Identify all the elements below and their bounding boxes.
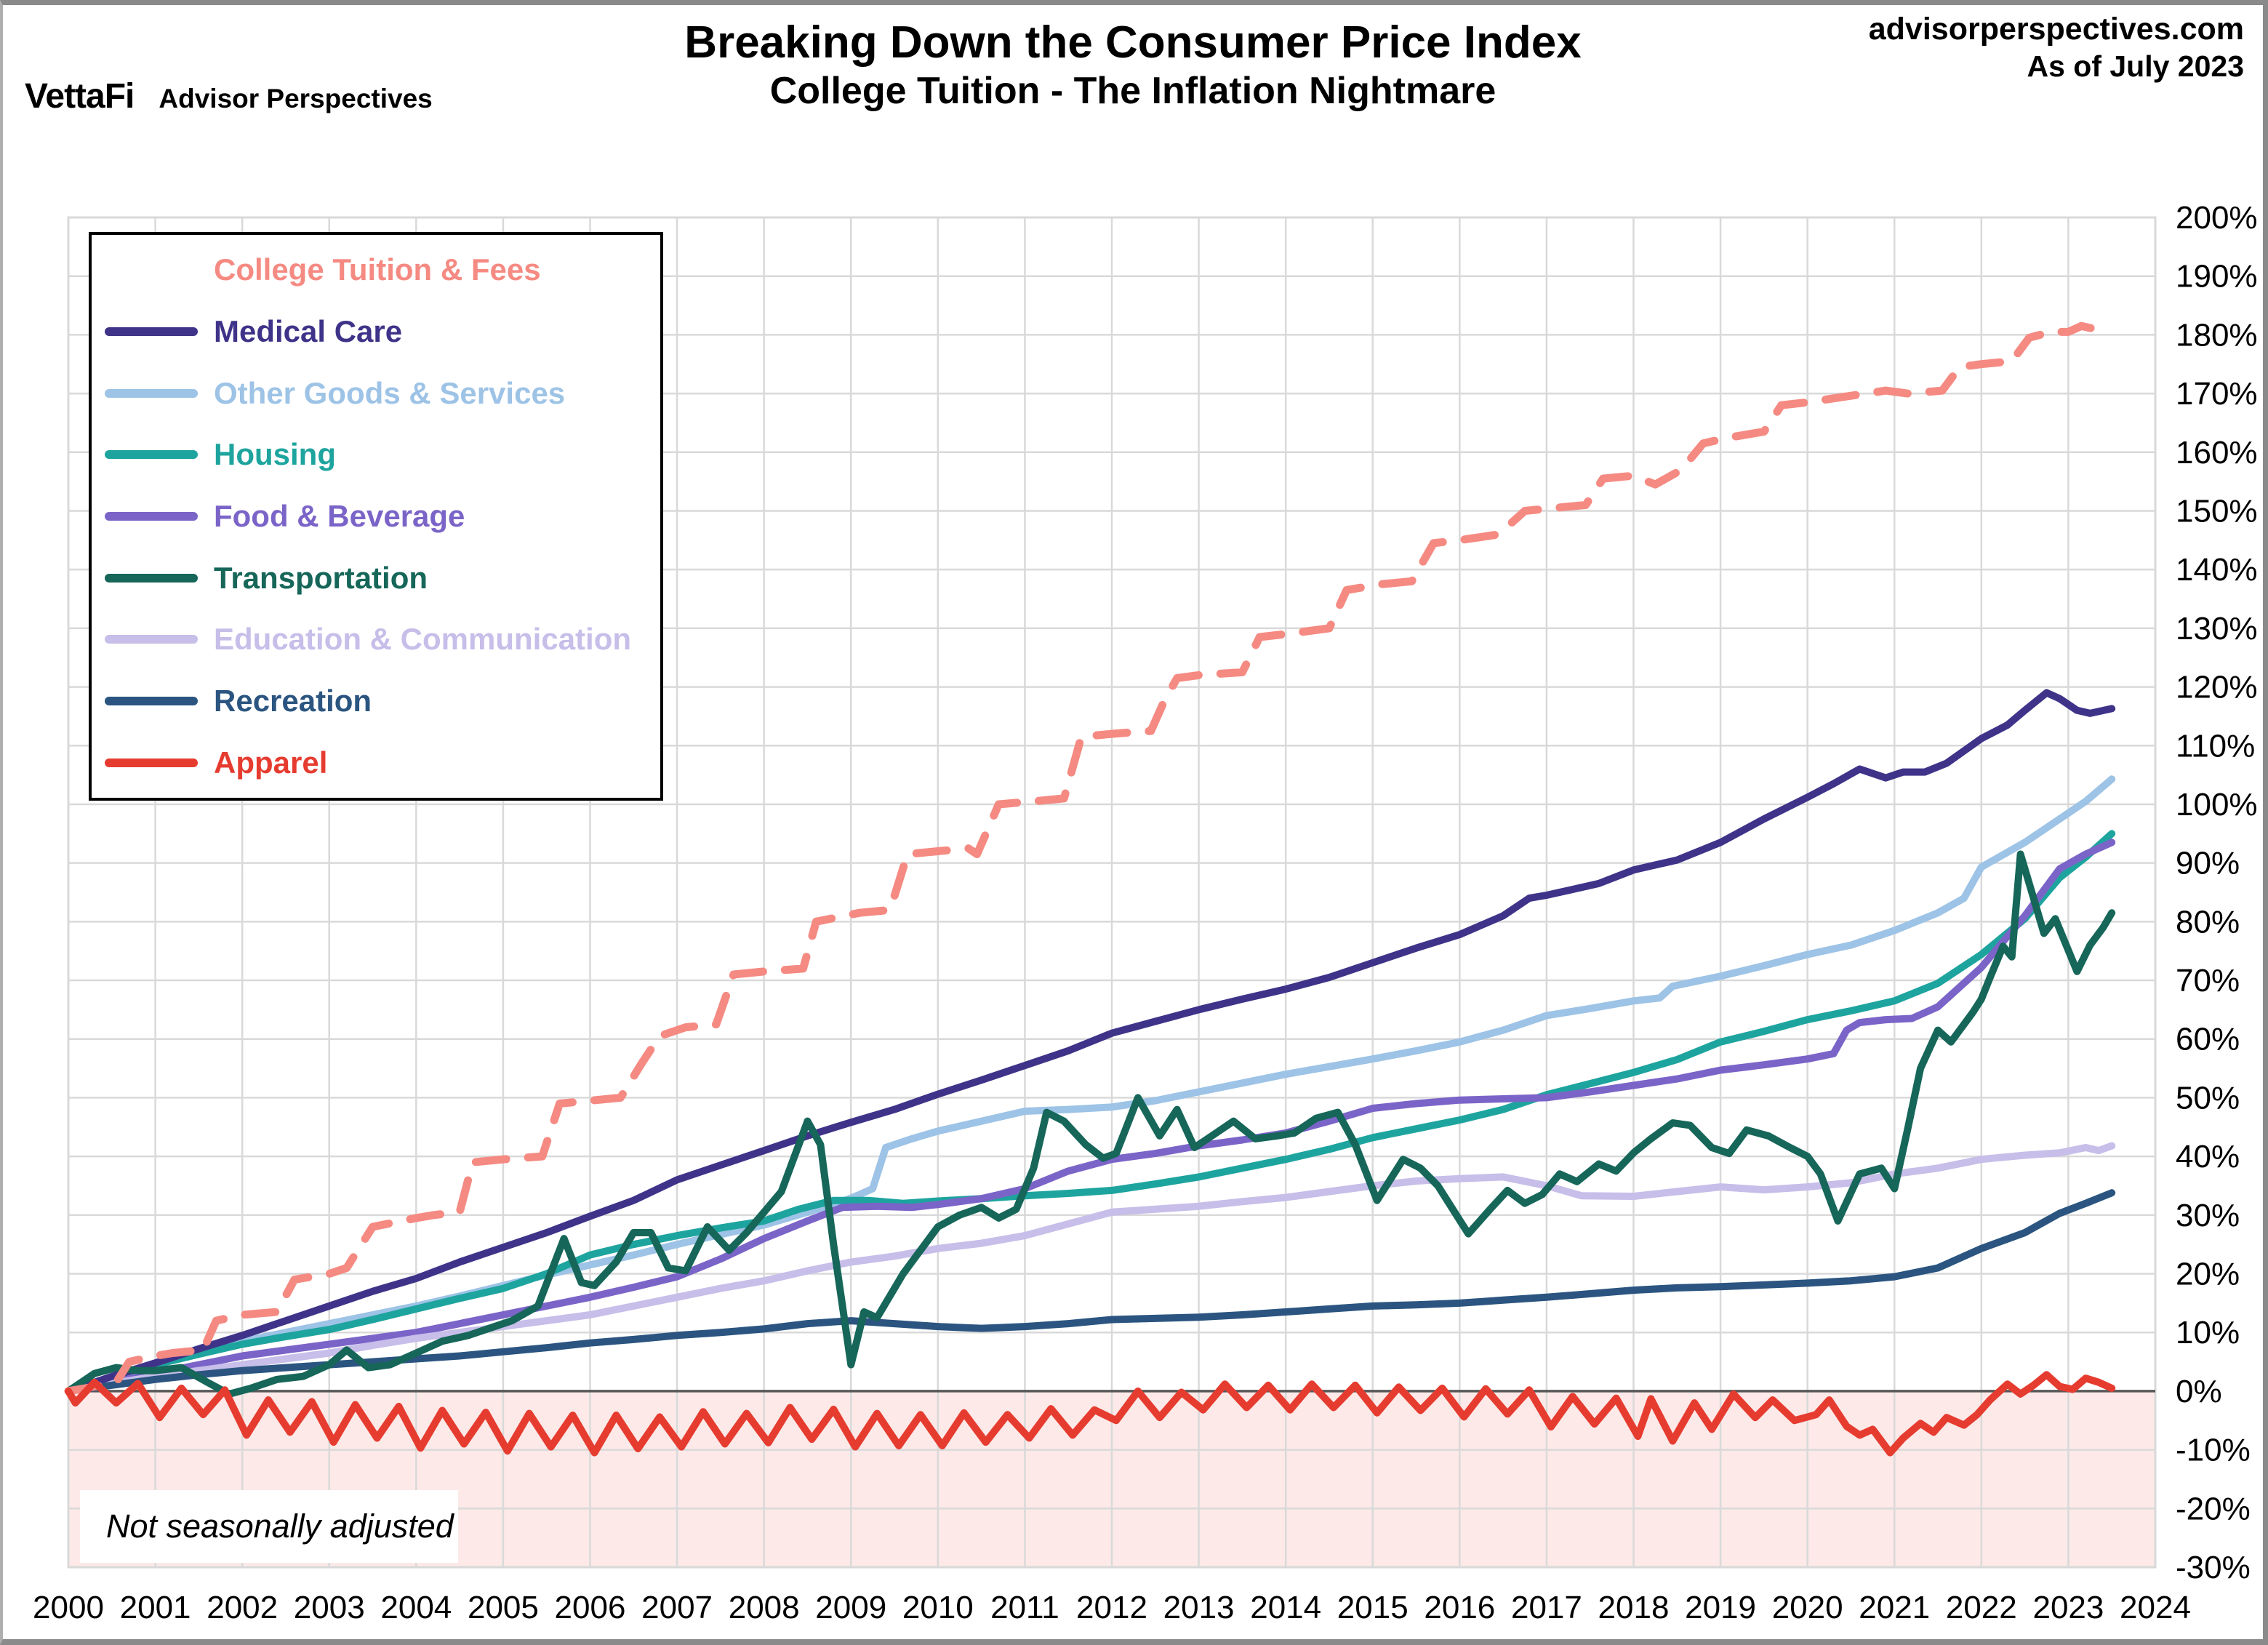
x-tick-label: 2019 (1685, 1590, 1756, 1625)
legend-item-recreation: Recreation (92, 684, 660, 719)
y-tick-label: 30% (2176, 1198, 2240, 1233)
x-tick-label: 2020 (1772, 1590, 1843, 1625)
legend-label-recreation: Recreation (214, 683, 372, 718)
series-line-housing (65, 830, 2116, 1395)
chart-subtitle: College Tuition - The Inflation Nightmar… (769, 70, 1496, 112)
legend-label-education_communication: Education & Communication (214, 622, 632, 657)
y-tick-label: 40% (2176, 1139, 2240, 1174)
x-tick-label: 2002 (207, 1590, 278, 1625)
legend-label-college_tuition: College Tuition & Fees (214, 252, 541, 287)
y-tick-label: 10% (2176, 1315, 2240, 1350)
x-tick-label: 2006 (555, 1590, 626, 1625)
y-tick-label: 50% (2176, 1080, 2240, 1116)
legend-swatch-apparel (105, 758, 198, 767)
legend-item-college_tuition: College Tuition & Fees (92, 252, 660, 287)
y-tick-label: 110% (2176, 728, 2255, 764)
y-tick-label: -10% (2176, 1433, 2251, 1468)
legend-swatch-education_communication (105, 635, 198, 644)
series-line-other_goods (65, 775, 2116, 1395)
series-line-education_communication (65, 1142, 2116, 1395)
x-tick-label: 2010 (902, 1590, 974, 1625)
not-seasonally-adjusted-note: Not seasonally adjusted (80, 1490, 458, 1563)
legend-item-apparel: Apparel (92, 745, 660, 780)
legend-item-housing: Housing (92, 437, 660, 472)
x-tick-label: 2014 (1250, 1590, 1321, 1625)
header-right: advisorperspectives.com As of July 2023 (1869, 11, 2244, 84)
series-line-college_tuition (64, 321, 2116, 1396)
legend-item-food: Food & Beverage (92, 499, 660, 534)
x-tick-label: 2000 (33, 1590, 104, 1625)
legend-swatch-medical (105, 327, 198, 336)
y-tick-label: 80% (2176, 904, 2240, 940)
x-tick-label: 2021 (1859, 1590, 1930, 1625)
legend-label-apparel: Apparel (214, 745, 328, 780)
legend-item-other_goods: Other Goods & Services (92, 376, 660, 411)
legend-item-transportation: Transportation (92, 561, 660, 596)
y-tick-label: 190% (2176, 259, 2258, 295)
legend-label-food: Food & Beverage (214, 498, 465, 533)
advisor-perspectives-logo-text: Advisor Perspectives (159, 84, 433, 113)
legend-item-education_communication: Education & Communication (92, 622, 660, 657)
legend-item-medical: Medical Care (92, 314, 660, 349)
x-tick-label: 2001 (120, 1590, 191, 1625)
series-line-transportation (65, 850, 2116, 1398)
cpi-line-chart: 200% 190% 180% 170% 160% 150% 140% 130% 120% 110%… (33, 200, 2258, 1625)
y-tick-label: 160% (2176, 435, 2258, 471)
x-tick-label: 2005 (468, 1590, 539, 1625)
x-tick-label: 2004 (380, 1590, 452, 1625)
y-tick-label: 20% (2176, 1257, 2240, 1292)
legend-swatch-transportation (105, 573, 198, 583)
vettafi-logo-text: VettaFi (25, 77, 135, 116)
x-tick-label: 2012 (1076, 1590, 1147, 1625)
legend-label-transportation: Transportation (214, 560, 428, 595)
y-tick-label: -30% (2176, 1550, 2251, 1585)
x-tick-label: 2003 (294, 1590, 365, 1625)
y-tick-label: 90% (2176, 846, 2240, 881)
legend-label-housing: Housing (214, 437, 336, 472)
chart-title: Breaking Down the Consumer Price Index (684, 17, 1582, 68)
vettafi-logo: VettaFi Advisor Perspectives (25, 76, 433, 116)
x-tick-label: 2023 (2032, 1590, 2104, 1625)
legend-label-medical: Medical Care (214, 313, 403, 348)
chart-legend: College Tuition & Fees Medical Care Other … (89, 232, 663, 801)
x-tick-label: 2007 (641, 1590, 713, 1625)
legend-swatch-recreation (105, 696, 198, 705)
series-line-medical (65, 689, 2116, 1395)
x-tick-label: 2024 (2120, 1590, 2191, 1625)
y-tick-label: 100% (2176, 787, 2258, 822)
legend-swatch-food (105, 511, 198, 521)
x-tick-label: 2009 (815, 1590, 886, 1625)
x-tick-label: 2008 (729, 1590, 800, 1625)
y-tick-label: 140% (2176, 552, 2258, 588)
x-tick-label: 2011 (990, 1590, 1059, 1625)
y-tick-label: 120% (2176, 670, 2258, 705)
site-url: advisorperspectives.com (1868, 12, 2244, 47)
plot-border (67, 216, 2157, 1569)
y-tick-label: 150% (2176, 493, 2258, 529)
legend-swatch-other_goods (105, 388, 198, 398)
legend-swatch-housing (105, 450, 198, 460)
y-tick-label: 0% (2176, 1374, 2222, 1409)
x-tick-label: 2016 (1424, 1590, 1495, 1625)
x-tick-label: 2013 (1163, 1590, 1235, 1625)
x-tick-label: 2022 (1946, 1590, 2017, 1625)
legend-label-other_goods: Other Goods & Services (214, 375, 566, 410)
y-tick-label: 180% (2176, 317, 2258, 353)
y-tick-label: 130% (2176, 611, 2258, 647)
y-tick-label: 200% (2176, 200, 2258, 236)
series-line-apparel (65, 1371, 2116, 1457)
as-of-date: As of July 2023 (2027, 49, 2244, 83)
x-tick-label: 2015 (1337, 1590, 1409, 1625)
legend-swatch-college_tuition (105, 265, 198, 275)
y-tick-label: 170% (2176, 376, 2258, 412)
x-tick-label: 2017 (1511, 1590, 1582, 1625)
y-tick-label: 60% (2176, 1022, 2240, 1057)
y-tick-label: -20% (2176, 1491, 2251, 1526)
x-tick-label: 2018 (1598, 1590, 1670, 1625)
series-line-recreation (65, 1189, 2116, 1395)
y-tick-label: 70% (2176, 963, 2240, 998)
series-line-food (65, 838, 2116, 1395)
